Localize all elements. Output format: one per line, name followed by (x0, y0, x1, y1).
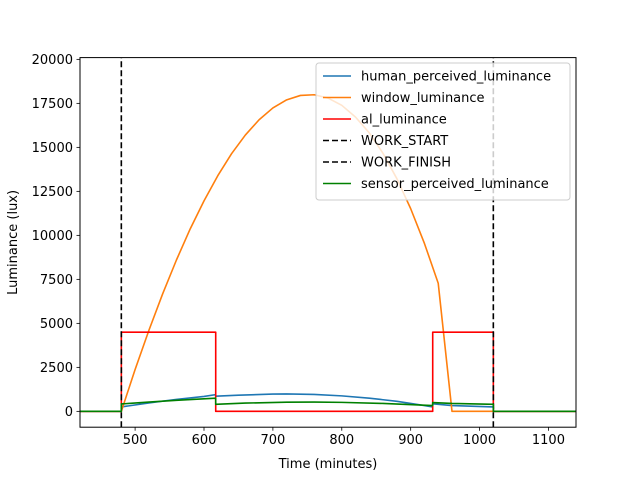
legend-label: window_luminance (361, 91, 485, 106)
x-tick-label: 1100 (532, 433, 565, 448)
legend-label: WORK_START (361, 134, 448, 149)
x-axis-label: Time (minutes) (278, 457, 378, 472)
y-axis-label: Luminance (lux) (6, 190, 21, 295)
y-tick-label: 2500 (40, 361, 73, 376)
y-tick-label: 12500 (32, 185, 73, 200)
y-tick-label: 15000 (32, 141, 73, 156)
x-axis-ticks: 500 600 700 800 900 1000 1100 (123, 427, 565, 448)
y-tick-label: 7500 (40, 273, 73, 288)
x-tick-label: 900 (398, 433, 423, 448)
plot-frame (79, 57, 577, 428)
legend: human_perceived_luminance window_luminanc… (315, 62, 571, 201)
y-tick-label: 0 (65, 405, 73, 420)
legend-label: human_perceived_luminance (361, 70, 551, 85)
legend-label: al_luminance (361, 113, 447, 128)
x-tick-label: 500 (123, 433, 148, 448)
x-tick-label: 600 (192, 433, 217, 448)
legend-label: sensor_perceived_luminance (361, 177, 549, 192)
y-tick-label: 17500 (32, 97, 73, 112)
x-tick-label: 1000 (463, 433, 496, 448)
x-tick-label: 700 (260, 433, 285, 448)
y-tick-label: 10000 (32, 229, 73, 244)
series-line-sensor-perceived-luminance (80, 397, 576, 413)
y-tick-label: 5000 (40, 317, 73, 332)
legend-label: WORK_FINISH (361, 156, 451, 171)
y-tick-label: 20000 (32, 53, 73, 68)
x-tick-label: 800 (329, 433, 354, 448)
legend-box (315, 62, 571, 201)
y-axis-ticks: 0 2500 5000 7500 10000 12500 15000 17500 20000 (32, 53, 80, 420)
